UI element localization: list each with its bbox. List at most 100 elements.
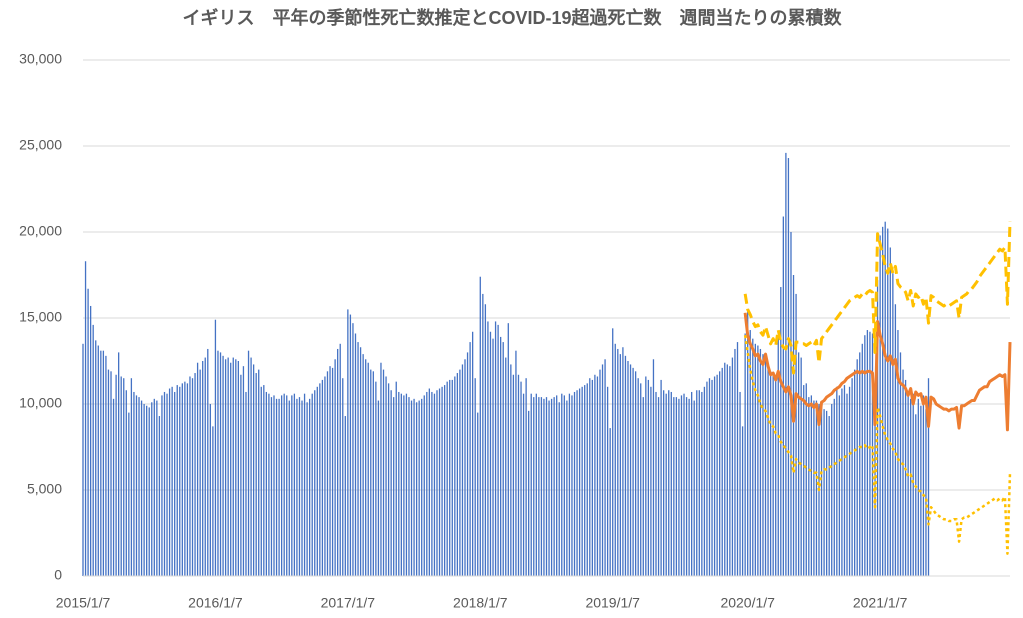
bar [415, 402, 418, 576]
bar [721, 367, 723, 576]
bar [296, 398, 298, 576]
bar [841, 388, 843, 576]
bar [619, 354, 622, 576]
bar [87, 288, 89, 576]
bar [375, 381, 377, 576]
bar [316, 386, 318, 576]
bar [797, 352, 800, 576]
bar [110, 371, 112, 576]
bar [823, 409, 825, 576]
bar [604, 359, 606, 576]
bar [780, 287, 782, 576]
bar [482, 293, 484, 576]
bar [128, 412, 130, 576]
bar [443, 385, 446, 576]
bar [912, 393, 914, 576]
bar [120, 376, 122, 576]
bar [673, 397, 675, 576]
bar [645, 376, 647, 576]
y-tick-label: 15,000 [19, 309, 62, 325]
bar [393, 397, 395, 576]
bar [634, 371, 637, 576]
bar [910, 398, 912, 576]
bar [545, 397, 548, 576]
bar [115, 374, 117, 576]
bar [897, 330, 899, 576]
bar [219, 352, 222, 576]
bar [138, 397, 140, 576]
bar [209, 404, 211, 576]
bar [685, 397, 688, 576]
bar [410, 400, 413, 576]
x-tick-label: 2015/1/7 [56, 595, 111, 611]
bar [668, 390, 670, 576]
bar [601, 364, 604, 576]
bar [199, 369, 201, 576]
bar [922, 395, 925, 576]
bar [739, 391, 741, 576]
bar [522, 393, 525, 576]
y-tick-label: 0 [54, 567, 62, 583]
bar [851, 378, 853, 576]
bar [558, 402, 560, 576]
bar [525, 378, 527, 576]
bar [408, 397, 410, 576]
bar [194, 373, 196, 576]
bar [311, 393, 313, 576]
bar [599, 369, 601, 576]
bar [640, 383, 642, 576]
bar [449, 379, 451, 576]
x-tick-label: 2016/1/7 [188, 595, 243, 611]
bar [754, 343, 756, 576]
bar [772, 374, 774, 576]
bar [744, 333, 746, 576]
bar [561, 393, 563, 576]
bar [813, 400, 815, 576]
bar [260, 386, 262, 576]
bar [471, 331, 474, 576]
bar [140, 400, 143, 576]
bar [647, 379, 650, 576]
bar [321, 379, 324, 576]
bar [662, 390, 665, 576]
bar [596, 376, 599, 576]
bar [701, 391, 703, 576]
bar [207, 348, 209, 576]
bar [189, 376, 191, 576]
bar [395, 381, 397, 576]
bar [734, 348, 736, 576]
bar [510, 364, 512, 576]
bar [400, 393, 402, 576]
bar [275, 398, 278, 576]
bar [696, 390, 698, 576]
bar [367, 362, 369, 576]
y-tick-label: 10,000 [19, 395, 62, 411]
bar [250, 357, 252, 576]
bar [438, 388, 441, 576]
bar [693, 400, 695, 576]
bar [515, 350, 517, 576]
bar [357, 342, 359, 576]
bar [100, 350, 102, 576]
bar [331, 367, 334, 576]
bar [413, 398, 415, 576]
line-series [743, 221, 1012, 375]
bar [118, 352, 120, 576]
bar [421, 398, 423, 576]
bar [436, 390, 438, 576]
bar [512, 374, 515, 576]
bar [426, 391, 428, 576]
bar [507, 323, 509, 576]
bar [889, 247, 891, 577]
bar [479, 276, 481, 576]
bar [405, 393, 408, 576]
bar [706, 381, 708, 576]
bar [84, 261, 87, 576]
bar [632, 367, 634, 576]
bar [270, 397, 273, 576]
bar [474, 378, 476, 576]
bar [359, 347, 362, 576]
bar [212, 426, 214, 576]
bar [377, 400, 380, 576]
bar [95, 340, 97, 576]
